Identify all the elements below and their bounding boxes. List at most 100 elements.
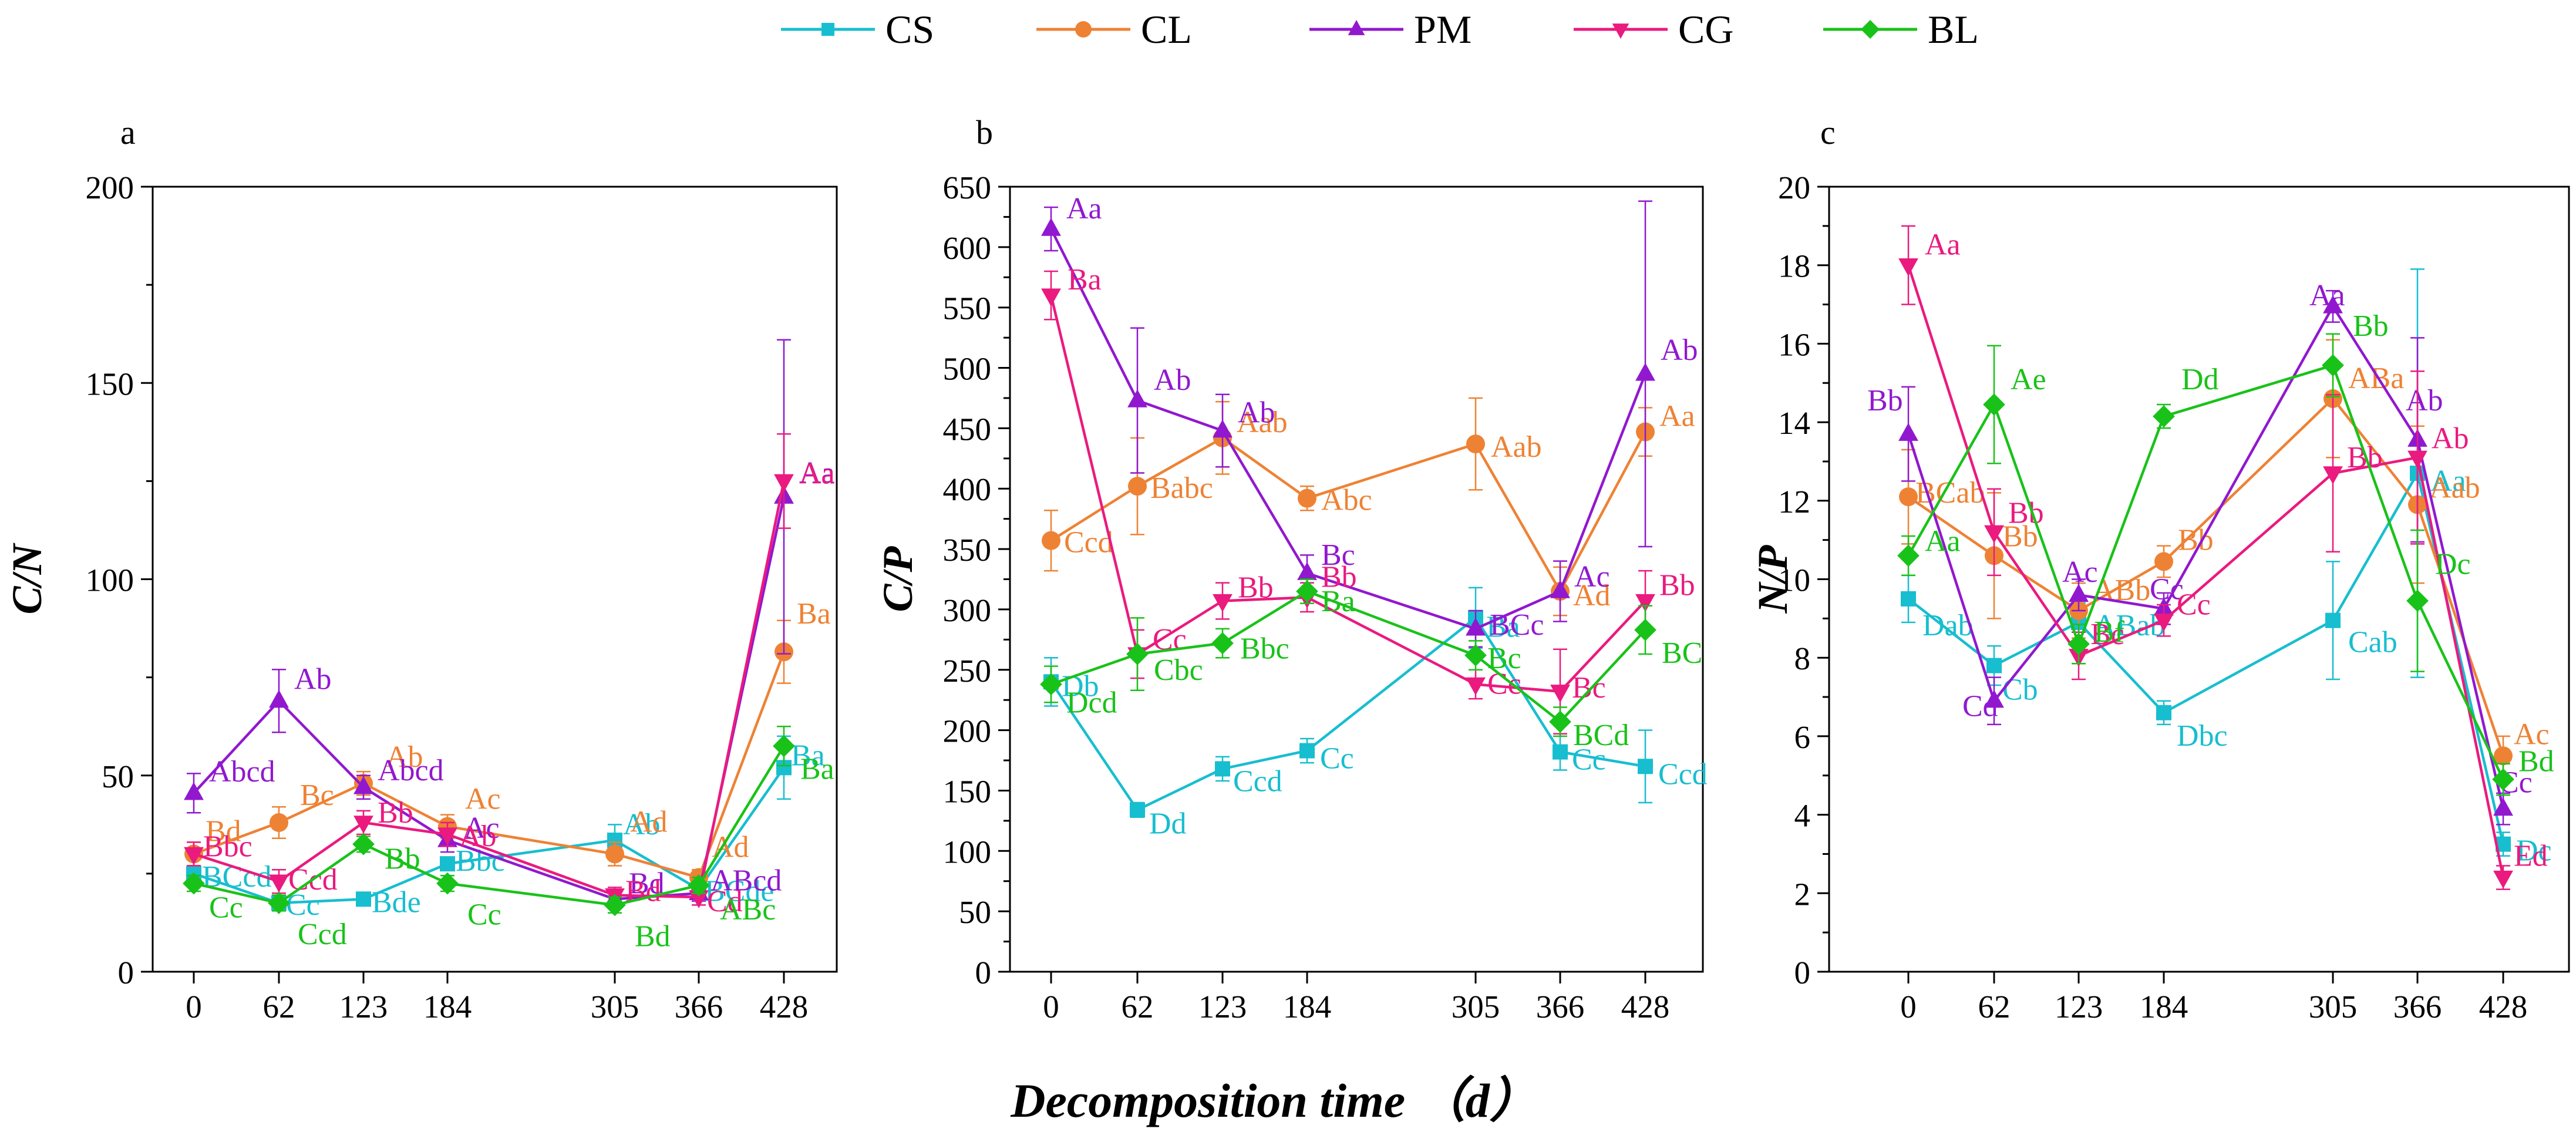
data-point [1297,562,1317,580]
y-ticks: 0 50 100 150 200 [86,170,153,991]
data-label: Cd [707,885,743,918]
x-tick-label: 123 [1198,989,1247,1025]
data-point [1042,531,1060,550]
data-label: Bc [2090,618,2124,651]
data-point [2154,613,2174,632]
data-point [269,689,289,708]
data-label: Bb [1321,560,1357,594]
y-axis-label: C/P [874,545,921,612]
data-label: Cc [1572,743,1606,777]
data-label: Cb [2002,673,2038,707]
data-label: Ad [1573,579,1611,612]
legend-label-pm: PM [1414,7,1471,52]
data-point [2153,405,2175,427]
series-bl: Aa Ae Bf Dd Bb Dc Bd [1897,309,2554,796]
data-point [352,833,375,855]
data-point [2322,354,2344,377]
x-tick-label: 123 [339,989,388,1025]
data-label: Ab [623,808,661,841]
data-label: Ab [1238,396,1275,429]
data-label: Aab [1491,430,1542,464]
y-ticks: 0 50 100 150 200 250 300 350 400 450 500 550 600 650 [943,170,1010,991]
data-point [688,874,710,897]
y-tick-label: 16 [1778,326,1810,362]
legend-item-cs: CS [781,7,934,52]
data-point [1897,544,1920,567]
data-point [1638,759,1653,774]
y-tick-label: 0 [118,955,134,991]
legend-label-cg: CG [1678,7,1733,52]
data-point [2493,870,2513,889]
data-label: Cc [2150,573,2184,607]
data-point [1298,489,1316,508]
data-label: Ac [465,783,501,816]
data-label: Ae [2011,363,2046,396]
x-tick-label: 0 [1900,989,1917,1025]
data-label: Abcd [378,754,444,787]
data-point [1550,685,1570,703]
data-label: Bd [206,814,241,848]
data-label: Ab [1661,333,1698,367]
data-point [1466,617,1486,636]
data-point [2325,612,2341,628]
legend-item-pm: PM [1309,7,1471,52]
data-label: Ab [386,740,423,774]
x-tick-label: 305 [1452,989,1500,1025]
x-tick-label: 62 [263,989,295,1025]
data-label: Cc [2177,588,2211,622]
data-label: Ac [464,811,500,845]
legend-label-cs: CS [885,7,934,52]
data-label: Aa [2309,279,2345,312]
data-point [353,776,373,794]
x-axis-title: Decomposition time （d） [1010,1074,1537,1127]
x-tick-label: 123 [2055,989,2103,1025]
data-point [1984,689,2004,708]
data-point [2156,705,2171,720]
data-label: Bbc [456,844,505,878]
legend-label-cl: CL [1141,7,1192,52]
data-point [1211,632,1234,655]
data-point [2323,295,2343,314]
y-axis-label: C/N [4,542,50,614]
data-label: Bb [2008,496,2044,530]
y-ticks: 0 2 4 6 8 10 12 14 16 18 20 [1778,170,1829,991]
legend: CS CL PM CG BL [781,7,1979,52]
y-tick-label: 150 [943,773,992,809]
y-tick-label: 14 [1778,405,1810,441]
data-label: Ba [1321,585,1355,618]
x-tick-label: 366 [675,989,723,1025]
data-label: BC [1662,636,1702,670]
data-point [353,816,373,834]
data-point [1466,677,1486,696]
x-tick-label: 184 [423,989,472,1025]
data-label: Ab [2406,384,2443,417]
y-tick-label: 200 [943,713,992,749]
data-label: Cbc [1154,653,1203,687]
x-tick-label: 184 [1283,989,1332,1025]
data-point [1898,258,1918,277]
x-tick-label: 0 [1043,989,1059,1025]
data-label: Cc [1487,667,1521,700]
y-tick-label: 50 [959,894,991,930]
data-point [1549,710,1571,733]
data-label: Bc [1572,671,1606,705]
data-label: Ba [1068,263,1102,297]
x-tick-label: 366 [1536,989,1585,1025]
data-label: Bb [1238,571,1274,605]
panel-label: b [976,113,993,151]
data-label: Dab [1922,609,1974,642]
data-point [2067,632,2090,655]
panel-b: b C/P 0 50 100 150 200 250 300 350 400 450 500 550 600… [874,113,1708,1025]
data-point [1634,619,1656,641]
data-label: Ab [459,820,497,853]
data-label: Ed [2514,840,2548,873]
y-tick-label: 150 [86,366,134,402]
data-point [1901,591,1916,607]
data-point [1128,477,1147,496]
data-label: Bb [2002,520,2038,553]
data-point [1299,743,1315,759]
data-point [1466,434,1485,454]
x-tick-label: 0 [186,989,202,1025]
series-cg: Aa Bb Bc Cc Bb Ab Ed [1898,225,2548,890]
data-point [440,856,455,872]
